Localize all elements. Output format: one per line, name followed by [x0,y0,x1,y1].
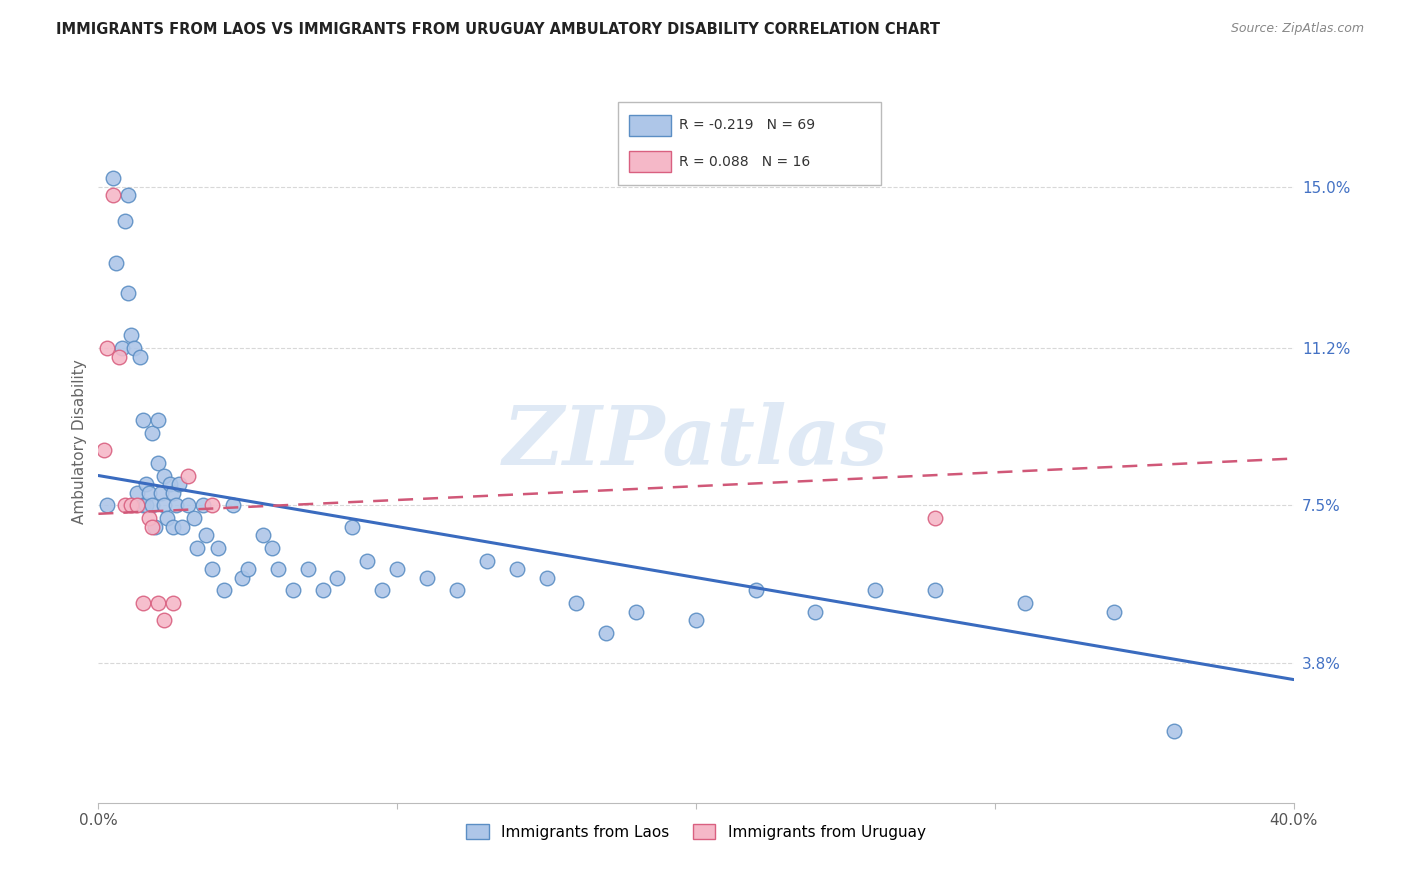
Text: R = 0.088   N = 16: R = 0.088 N = 16 [679,155,810,169]
Point [148,456,170,470]
Point [252,528,274,542]
Point [127,485,149,500]
Point [685,613,707,627]
Point [172,519,194,533]
Point [162,519,184,533]
Point [183,511,205,525]
Point [385,562,409,576]
Point [626,605,648,619]
Point [1104,605,1126,619]
Point [103,171,125,186]
Point [96,498,118,512]
Point [138,485,160,500]
Point [342,519,364,533]
Point [141,425,163,440]
Point [231,570,253,584]
Y-axis label: Ambulatory Disability: Ambulatory Disability [72,359,87,524]
Point [153,498,176,512]
Point [120,328,142,343]
Point [191,498,214,512]
Point [222,498,245,512]
Point [745,583,768,598]
Point [165,498,187,512]
Text: IMMIGRANTS FROM LAOS VS IMMIGRANTS FROM URUGUAY AMBULATORY DISABILITY CORRELATIO: IMMIGRANTS FROM LAOS VS IMMIGRANTS FROM … [56,22,941,37]
Point [267,562,290,576]
Point [1163,723,1185,738]
Point [201,498,224,512]
FancyBboxPatch shape [619,102,882,185]
Point [108,350,131,364]
Point [446,583,468,598]
Point [186,541,208,555]
Point [162,485,184,500]
Point [114,498,136,512]
Point [141,519,163,533]
Text: Source: ZipAtlas.com: Source: ZipAtlas.com [1230,22,1364,36]
Point [132,413,155,427]
Text: ZIPatlas: ZIPatlas [503,401,889,482]
Point [143,519,166,533]
Point [865,583,887,598]
Point [212,583,235,598]
Point [924,511,946,525]
Point [150,485,173,500]
Point [117,285,139,300]
Point [111,341,134,355]
Point [132,498,155,512]
Point [311,583,333,598]
Point [326,570,349,584]
Point [153,613,176,627]
Point [297,562,319,576]
Point [127,498,149,512]
Point [236,562,259,576]
Point [506,562,529,576]
Point [177,468,200,483]
Point [195,528,218,542]
FancyBboxPatch shape [628,115,671,136]
Point [153,468,176,483]
Point [117,188,139,202]
FancyBboxPatch shape [628,152,671,172]
Point [93,443,115,458]
Point [129,350,152,364]
Point [162,596,184,610]
Point [114,213,136,227]
Point [156,511,179,525]
Point [124,341,146,355]
Point [924,583,946,598]
Point [536,570,558,584]
Point [135,498,157,512]
Point [207,541,229,555]
Legend: Immigrants from Laos, Immigrants from Uruguay: Immigrants from Laos, Immigrants from Ur… [460,818,932,846]
Point [148,413,170,427]
Point [138,511,160,525]
Point [132,596,155,610]
Point [1014,596,1036,610]
Point [371,583,394,598]
Point [595,625,617,640]
Point [475,553,498,567]
Point [356,553,378,567]
Point [565,596,588,610]
Point [120,498,142,512]
Point [159,477,181,491]
Point [167,477,190,491]
Text: R = -0.219   N = 69: R = -0.219 N = 69 [679,119,815,132]
Point [135,477,157,491]
Point [177,498,200,512]
Point [416,570,439,584]
Point [148,596,170,610]
Point [141,498,163,512]
Point [103,188,125,202]
Point [281,583,304,598]
Point [260,541,283,555]
Point [105,256,128,270]
Point [96,341,118,355]
Point [201,562,224,576]
Point [804,605,827,619]
